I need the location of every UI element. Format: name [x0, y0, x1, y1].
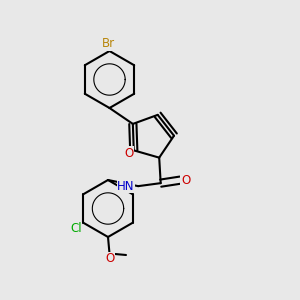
Text: Br: Br	[101, 37, 115, 50]
Text: O: O	[181, 174, 190, 187]
Text: Cl: Cl	[70, 222, 82, 235]
Text: O: O	[124, 147, 134, 160]
Text: O: O	[105, 252, 114, 266]
Text: HN: HN	[117, 180, 135, 193]
